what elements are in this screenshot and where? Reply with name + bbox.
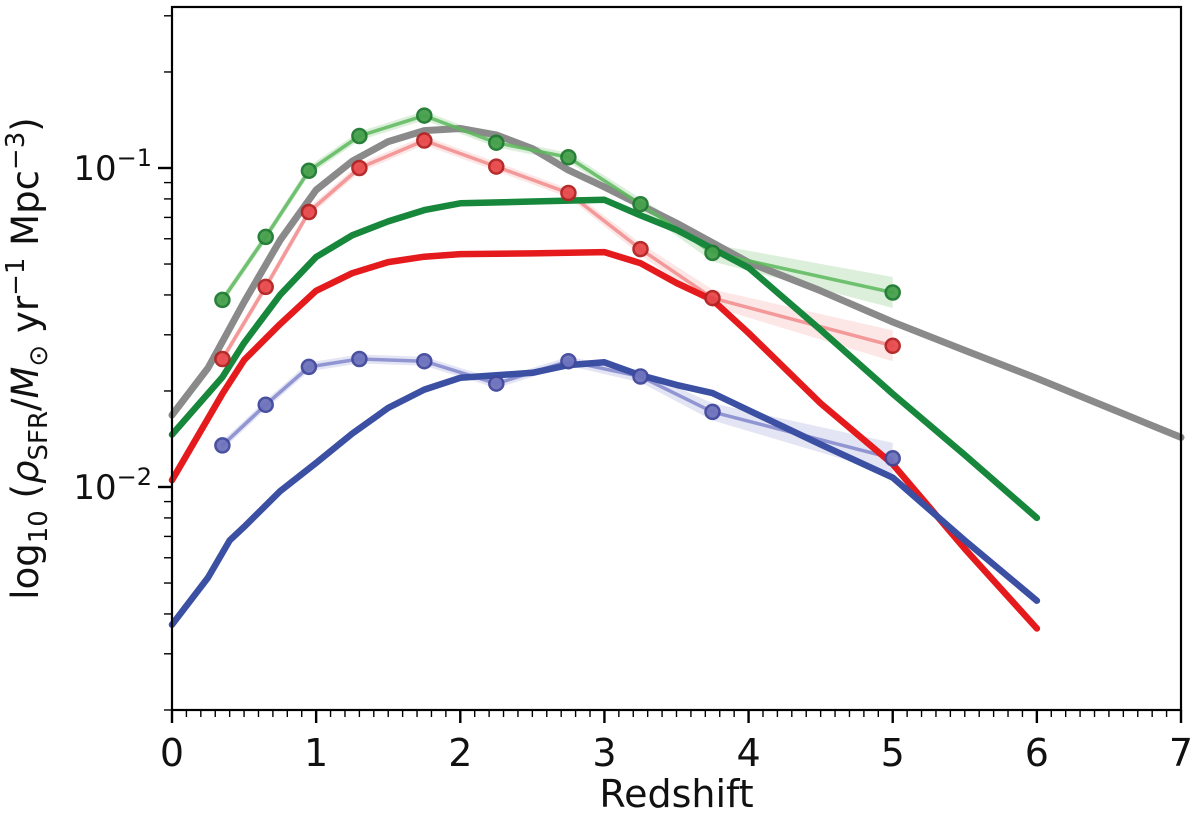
blue-thick-curve-line bbox=[168, 359, 1041, 628]
blue-data-series-point bbox=[416, 352, 433, 370]
x-tick-label: 0 bbox=[160, 731, 184, 775]
x-tick-label: 3 bbox=[592, 731, 616, 775]
green-data-series-point bbox=[257, 228, 274, 246]
red-data-series-point bbox=[704, 289, 721, 307]
green-data-series-point bbox=[416, 107, 433, 124]
x-tick-label: 7 bbox=[1169, 731, 1193, 775]
green-data-series-point bbox=[300, 162, 318, 180]
x-tick-label: 1 bbox=[304, 731, 328, 775]
red-data-series-point bbox=[257, 278, 274, 296]
y-tick-label: 10−2 bbox=[73, 463, 152, 508]
y-axis-label: log10 (ρSFR/M⊙ yr−1 Mpc−3) bbox=[1, 117, 54, 599]
y-tick-label: 10−1 bbox=[73, 144, 152, 189]
red-data-series-point bbox=[884, 337, 901, 355]
green-data-series-point bbox=[884, 284, 901, 301]
red-data-series-point bbox=[214, 350, 231, 368]
blue-data-series-point bbox=[632, 368, 649, 385]
green-data-series-point bbox=[351, 127, 368, 145]
x-axis-label: Redshift bbox=[599, 772, 753, 816]
red-data-series-line bbox=[220, 138, 895, 361]
blue-data-series-point bbox=[884, 450, 901, 467]
red-data-series-point bbox=[632, 240, 649, 258]
x-tick-label: 6 bbox=[1025, 731, 1049, 775]
blue-data-series-point bbox=[560, 352, 577, 370]
green-data-series-point bbox=[632, 195, 649, 213]
blue-data-series-point bbox=[214, 437, 231, 454]
green-data-series-point bbox=[560, 149, 577, 166]
red-thick-curve-line bbox=[168, 248, 1041, 632]
green-data-series-point bbox=[488, 134, 505, 151]
plot-frame bbox=[170, 5, 1183, 712]
green-data-series-point bbox=[214, 291, 231, 309]
red-data-series-band bbox=[222, 136, 893, 364]
x-tick-label: 2 bbox=[448, 731, 472, 775]
red-data-series-point bbox=[416, 132, 433, 149]
red-data-series-point bbox=[351, 159, 368, 177]
blue-data-series-line bbox=[220, 357, 895, 461]
blue-data-series-point bbox=[300, 358, 318, 376]
green-thick-curve-line bbox=[168, 196, 1041, 522]
red-data-series-point bbox=[488, 158, 505, 175]
x-tick-label: 4 bbox=[736, 731, 760, 775]
green-data-series-point bbox=[704, 244, 721, 262]
blue-data-series-point bbox=[704, 403, 721, 421]
red-data-series-point bbox=[560, 184, 577, 202]
blue-data-series-point bbox=[351, 350, 368, 368]
red-data-series-point bbox=[300, 203, 318, 221]
blue-data-series-point bbox=[488, 375, 505, 392]
x-tick-label: 5 bbox=[881, 731, 905, 775]
blue-data-series-point bbox=[257, 396, 274, 414]
